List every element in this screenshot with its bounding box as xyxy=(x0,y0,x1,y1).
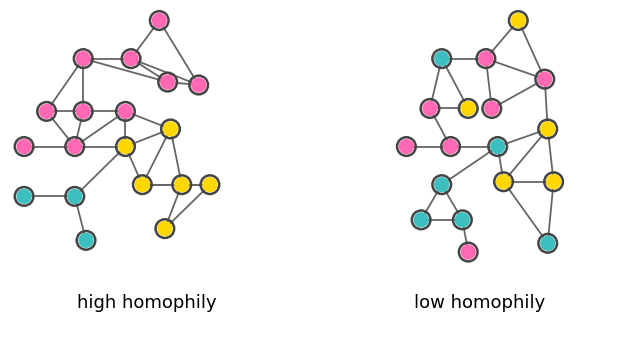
Point xyxy=(120,144,131,149)
Point xyxy=(177,182,187,188)
Point xyxy=(463,105,474,111)
Point xyxy=(205,182,215,188)
Point xyxy=(70,194,80,199)
Point xyxy=(19,144,29,149)
Point xyxy=(543,240,553,246)
Point xyxy=(463,105,474,111)
Point xyxy=(154,18,164,23)
Point xyxy=(42,109,52,114)
Point xyxy=(445,144,456,149)
Point xyxy=(120,144,131,149)
Point xyxy=(70,144,80,149)
Point xyxy=(457,217,467,223)
Point xyxy=(137,182,147,188)
Point xyxy=(163,79,173,85)
Point xyxy=(81,238,91,243)
Point xyxy=(120,109,131,114)
Point xyxy=(81,238,91,243)
Point xyxy=(416,217,426,223)
Point xyxy=(540,76,550,82)
Point xyxy=(177,182,187,188)
Point xyxy=(513,18,524,23)
Point xyxy=(543,126,553,132)
Point xyxy=(425,105,435,111)
Point xyxy=(540,76,550,82)
Point xyxy=(70,194,80,199)
Point xyxy=(165,126,175,132)
Point xyxy=(445,144,456,149)
Point xyxy=(499,179,509,184)
Text: high homophily: high homophily xyxy=(77,294,217,312)
Point xyxy=(543,240,553,246)
Point xyxy=(78,109,88,114)
Point xyxy=(70,144,80,149)
Point xyxy=(463,249,474,255)
Point xyxy=(193,82,204,88)
Point xyxy=(78,56,88,62)
Point xyxy=(486,105,497,111)
Point xyxy=(513,18,524,23)
Point xyxy=(457,217,467,223)
Point xyxy=(493,144,503,149)
Point xyxy=(160,226,170,232)
Point xyxy=(401,144,412,149)
Point xyxy=(481,56,491,62)
Point xyxy=(42,109,52,114)
Point xyxy=(193,82,204,88)
Point xyxy=(126,56,136,62)
Point xyxy=(78,109,88,114)
Point xyxy=(19,194,29,199)
Point xyxy=(165,126,175,132)
Point xyxy=(19,194,29,199)
Point xyxy=(543,126,553,132)
Point xyxy=(425,105,435,111)
Point xyxy=(499,179,509,184)
Point xyxy=(481,56,491,62)
Point xyxy=(436,56,447,62)
Point xyxy=(154,18,164,23)
Point xyxy=(78,56,88,62)
Point xyxy=(548,179,559,184)
Point xyxy=(19,144,29,149)
Point xyxy=(486,105,497,111)
Point xyxy=(548,179,559,184)
Point xyxy=(205,182,215,188)
Point xyxy=(401,144,412,149)
Point xyxy=(436,182,447,188)
Text: low homophily: low homophily xyxy=(414,294,546,312)
Point xyxy=(493,144,503,149)
Point xyxy=(436,182,447,188)
Point xyxy=(137,182,147,188)
Point xyxy=(126,56,136,62)
Point xyxy=(120,109,131,114)
Point xyxy=(160,226,170,232)
Point xyxy=(436,56,447,62)
Point xyxy=(463,249,474,255)
Point xyxy=(163,79,173,85)
Point xyxy=(416,217,426,223)
